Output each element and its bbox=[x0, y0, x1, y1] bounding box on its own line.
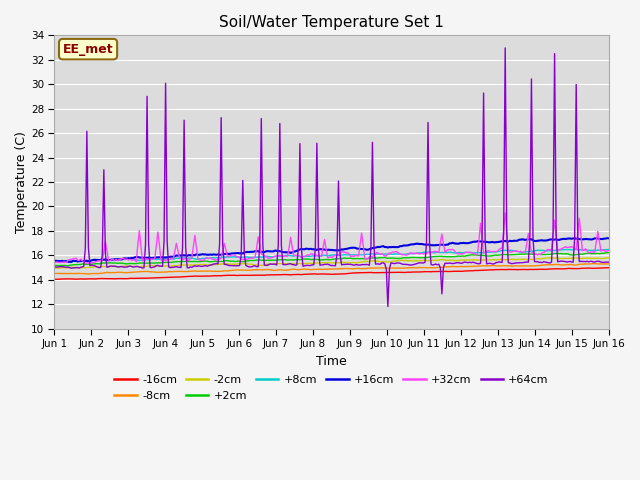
-2cm bbox=[120, 263, 128, 269]
-16cm bbox=[293, 272, 301, 277]
X-axis label: Time: Time bbox=[316, 355, 347, 368]
Line: +2cm: +2cm bbox=[54, 252, 609, 266]
+64cm bbox=[118, 264, 126, 270]
+2cm bbox=[245, 258, 253, 264]
-8cm bbox=[589, 261, 597, 266]
+16cm bbox=[575, 236, 583, 242]
+8cm bbox=[605, 247, 612, 252]
+32cm bbox=[501, 210, 509, 216]
Line: -16cm: -16cm bbox=[54, 268, 609, 279]
-2cm bbox=[294, 261, 302, 267]
+64cm bbox=[244, 264, 252, 269]
Title: Soil/Water Temperature Set 1: Soil/Water Temperature Set 1 bbox=[219, 15, 444, 30]
+2cm bbox=[605, 250, 612, 255]
+2cm bbox=[51, 263, 58, 268]
-8cm bbox=[218, 268, 225, 274]
+8cm bbox=[294, 253, 302, 259]
+8cm bbox=[236, 254, 244, 260]
-2cm bbox=[236, 261, 244, 266]
-2cm bbox=[575, 256, 583, 262]
+64cm bbox=[216, 241, 223, 247]
Line: +32cm: +32cm bbox=[54, 213, 609, 264]
-8cm bbox=[294, 267, 302, 273]
-16cm bbox=[605, 265, 612, 271]
Line: +64cm: +64cm bbox=[54, 48, 609, 306]
+2cm bbox=[218, 259, 225, 264]
+16cm bbox=[68, 259, 76, 265]
-16cm bbox=[244, 273, 252, 278]
+32cm bbox=[236, 255, 244, 261]
+64cm bbox=[384, 303, 392, 309]
+64cm bbox=[605, 259, 612, 265]
+8cm bbox=[577, 247, 585, 252]
-16cm bbox=[118, 276, 126, 281]
+16cm bbox=[236, 251, 244, 256]
+8cm bbox=[571, 246, 579, 252]
+8cm bbox=[245, 254, 253, 260]
+8cm bbox=[120, 256, 128, 262]
Text: EE_met: EE_met bbox=[63, 43, 113, 56]
+8cm bbox=[218, 255, 225, 261]
+32cm bbox=[218, 255, 225, 261]
+16cm bbox=[218, 252, 225, 258]
+2cm bbox=[63, 263, 70, 269]
-8cm bbox=[575, 262, 583, 267]
+16cm bbox=[120, 255, 128, 261]
+2cm bbox=[120, 261, 128, 266]
+32cm bbox=[51, 260, 58, 266]
Legend: -16cm, -8cm, -2cm, +2cm, +8cm, +16cm, +32cm, +64cm: -16cm, -8cm, -2cm, +2cm, +8cm, +16cm, +3… bbox=[110, 371, 553, 405]
-2cm bbox=[245, 261, 253, 267]
+2cm bbox=[575, 252, 583, 257]
-16cm bbox=[234, 273, 242, 278]
+64cm bbox=[501, 45, 509, 51]
+32cm bbox=[605, 248, 612, 253]
-2cm bbox=[54, 265, 61, 271]
+32cm bbox=[294, 252, 302, 258]
+32cm bbox=[245, 256, 253, 262]
-8cm bbox=[245, 267, 253, 273]
Y-axis label: Temperature (C): Temperature (C) bbox=[15, 131, 28, 233]
+64cm bbox=[234, 263, 242, 269]
+2cm bbox=[236, 259, 244, 264]
-8cm bbox=[605, 261, 612, 267]
-2cm bbox=[51, 265, 58, 271]
-8cm bbox=[120, 270, 128, 276]
+8cm bbox=[54, 259, 61, 264]
-8cm bbox=[236, 267, 244, 273]
+2cm bbox=[604, 250, 611, 255]
-16cm bbox=[216, 273, 223, 278]
+32cm bbox=[120, 256, 128, 262]
-2cm bbox=[218, 261, 225, 267]
+64cm bbox=[577, 259, 585, 264]
-8cm bbox=[51, 271, 58, 276]
+16cm bbox=[604, 235, 611, 241]
+16cm bbox=[294, 247, 302, 253]
+64cm bbox=[293, 262, 301, 268]
+32cm bbox=[577, 232, 585, 238]
+32cm bbox=[84, 261, 92, 266]
-16cm bbox=[574, 266, 582, 272]
Line: +16cm: +16cm bbox=[54, 238, 609, 262]
Line: +8cm: +8cm bbox=[54, 249, 609, 262]
+16cm bbox=[51, 258, 58, 264]
+8cm bbox=[51, 258, 58, 264]
Line: -8cm: -8cm bbox=[54, 264, 609, 274]
+16cm bbox=[605, 236, 612, 241]
-8cm bbox=[84, 271, 92, 277]
+2cm bbox=[294, 257, 302, 263]
Line: -2cm: -2cm bbox=[54, 258, 609, 268]
+64cm bbox=[51, 264, 58, 270]
-2cm bbox=[605, 255, 612, 261]
+16cm bbox=[245, 249, 253, 255]
-16cm bbox=[51, 276, 58, 282]
